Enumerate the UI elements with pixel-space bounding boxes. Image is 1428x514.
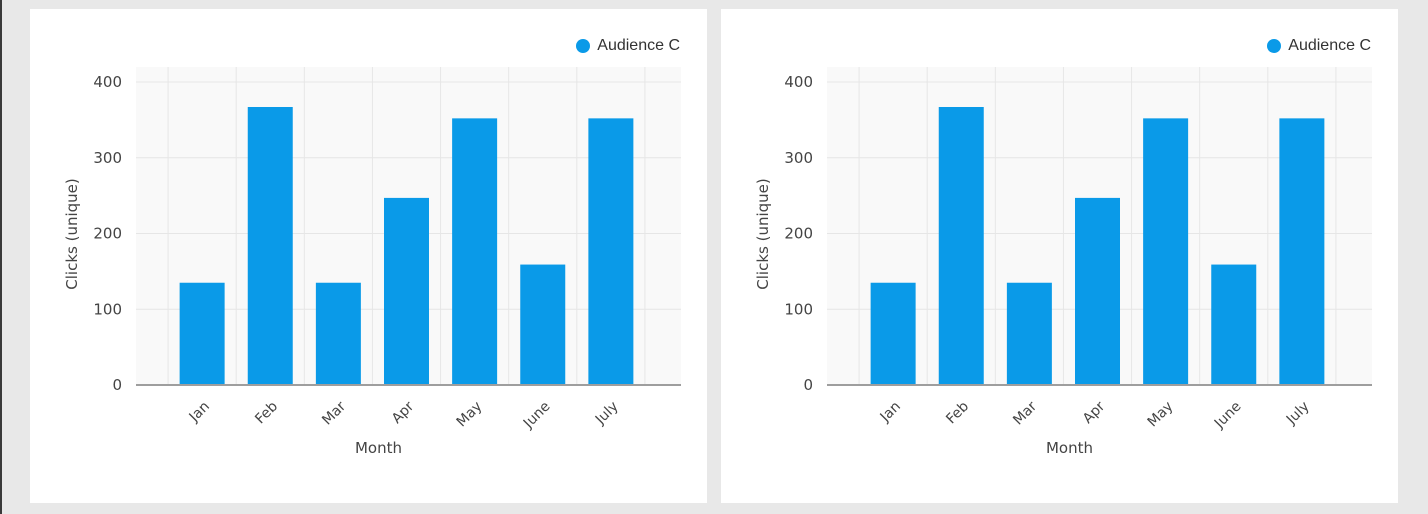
x-tick-label: Jan [186,399,213,426]
y-tick-label: 200 [784,225,813,243]
legend-label-audience-c: Audience C [1288,37,1371,54]
y-axis-title: Clicks (unique) [63,178,81,289]
x-tick-label: May [454,399,486,431]
y-tick-label: 100 [93,300,122,318]
bar-jan[interactable] [179,282,225,385]
x-axis-title: Month [355,439,402,457]
legend[interactable]: Audience C [576,37,680,55]
bar-may[interactable] [452,118,498,386]
bar-chart-right: 0 100 200 300 400 Jan Feb Mar Apr May June July Mont… [754,67,1372,457]
x-tick-label: Mar [319,398,349,428]
chart-card-right: 0 100 200 300 400 Jan Feb Mar Apr May June July Mont… [721,9,1398,503]
y-tick-label: 300 [93,149,122,167]
y-tick-label: 0 [112,376,122,394]
x-tick-label: Feb [943,398,972,427]
x-tick-label: Feb [252,398,281,427]
x-axis-title: Month [1046,439,1093,457]
y-tick-label: 100 [784,300,813,318]
bar-june[interactable] [520,264,566,385]
bar-july[interactable] [1279,118,1325,386]
legend-swatch-audience-c [576,39,591,53]
legend-swatch-audience-c [1267,39,1282,53]
y-tick-label: 0 [803,376,813,394]
legend[interactable]: Audience C [1267,37,1371,55]
bar-chart-left: 0 100 200 300 400 Jan Feb Mar Apr May June July Mont… [63,67,681,457]
y-tick-label: 200 [93,225,122,243]
bar-jan[interactable] [870,282,916,385]
y-tick-label: 300 [784,149,813,167]
x-tick-label: July [1283,399,1313,429]
legend-label-audience-c: Audience C [597,37,680,54]
bar-mar[interactable] [1006,282,1052,385]
bar-may[interactable] [1143,118,1189,386]
bar-june[interactable] [1211,264,1257,385]
x-tick-label: June [1211,399,1245,433]
bar-july[interactable] [588,118,634,386]
chart-card-left: 0 100 200 300 400 Jan Feb Mar Apr May June July Mont… [30,9,707,503]
bar-apr[interactable] [384,197,429,385]
bar-apr[interactable] [1075,197,1120,385]
x-tick-label: Apr [1080,398,1109,427]
bar-feb[interactable] [938,106,984,385]
x-tick-label: Jan [877,399,904,426]
y-tick-label: 400 [93,73,122,91]
bar-mar[interactable] [315,282,361,385]
y-tick-label: 400 [784,73,813,91]
x-tick-label: July [592,399,622,429]
x-tick-label: Mar [1010,398,1040,428]
x-tick-label: May [1145,399,1177,431]
y-axis-title: Clicks (unique) [754,178,772,289]
bar-feb[interactable] [247,106,293,385]
x-tick-label: June [520,399,554,433]
x-tick-label: Apr [389,398,418,427]
